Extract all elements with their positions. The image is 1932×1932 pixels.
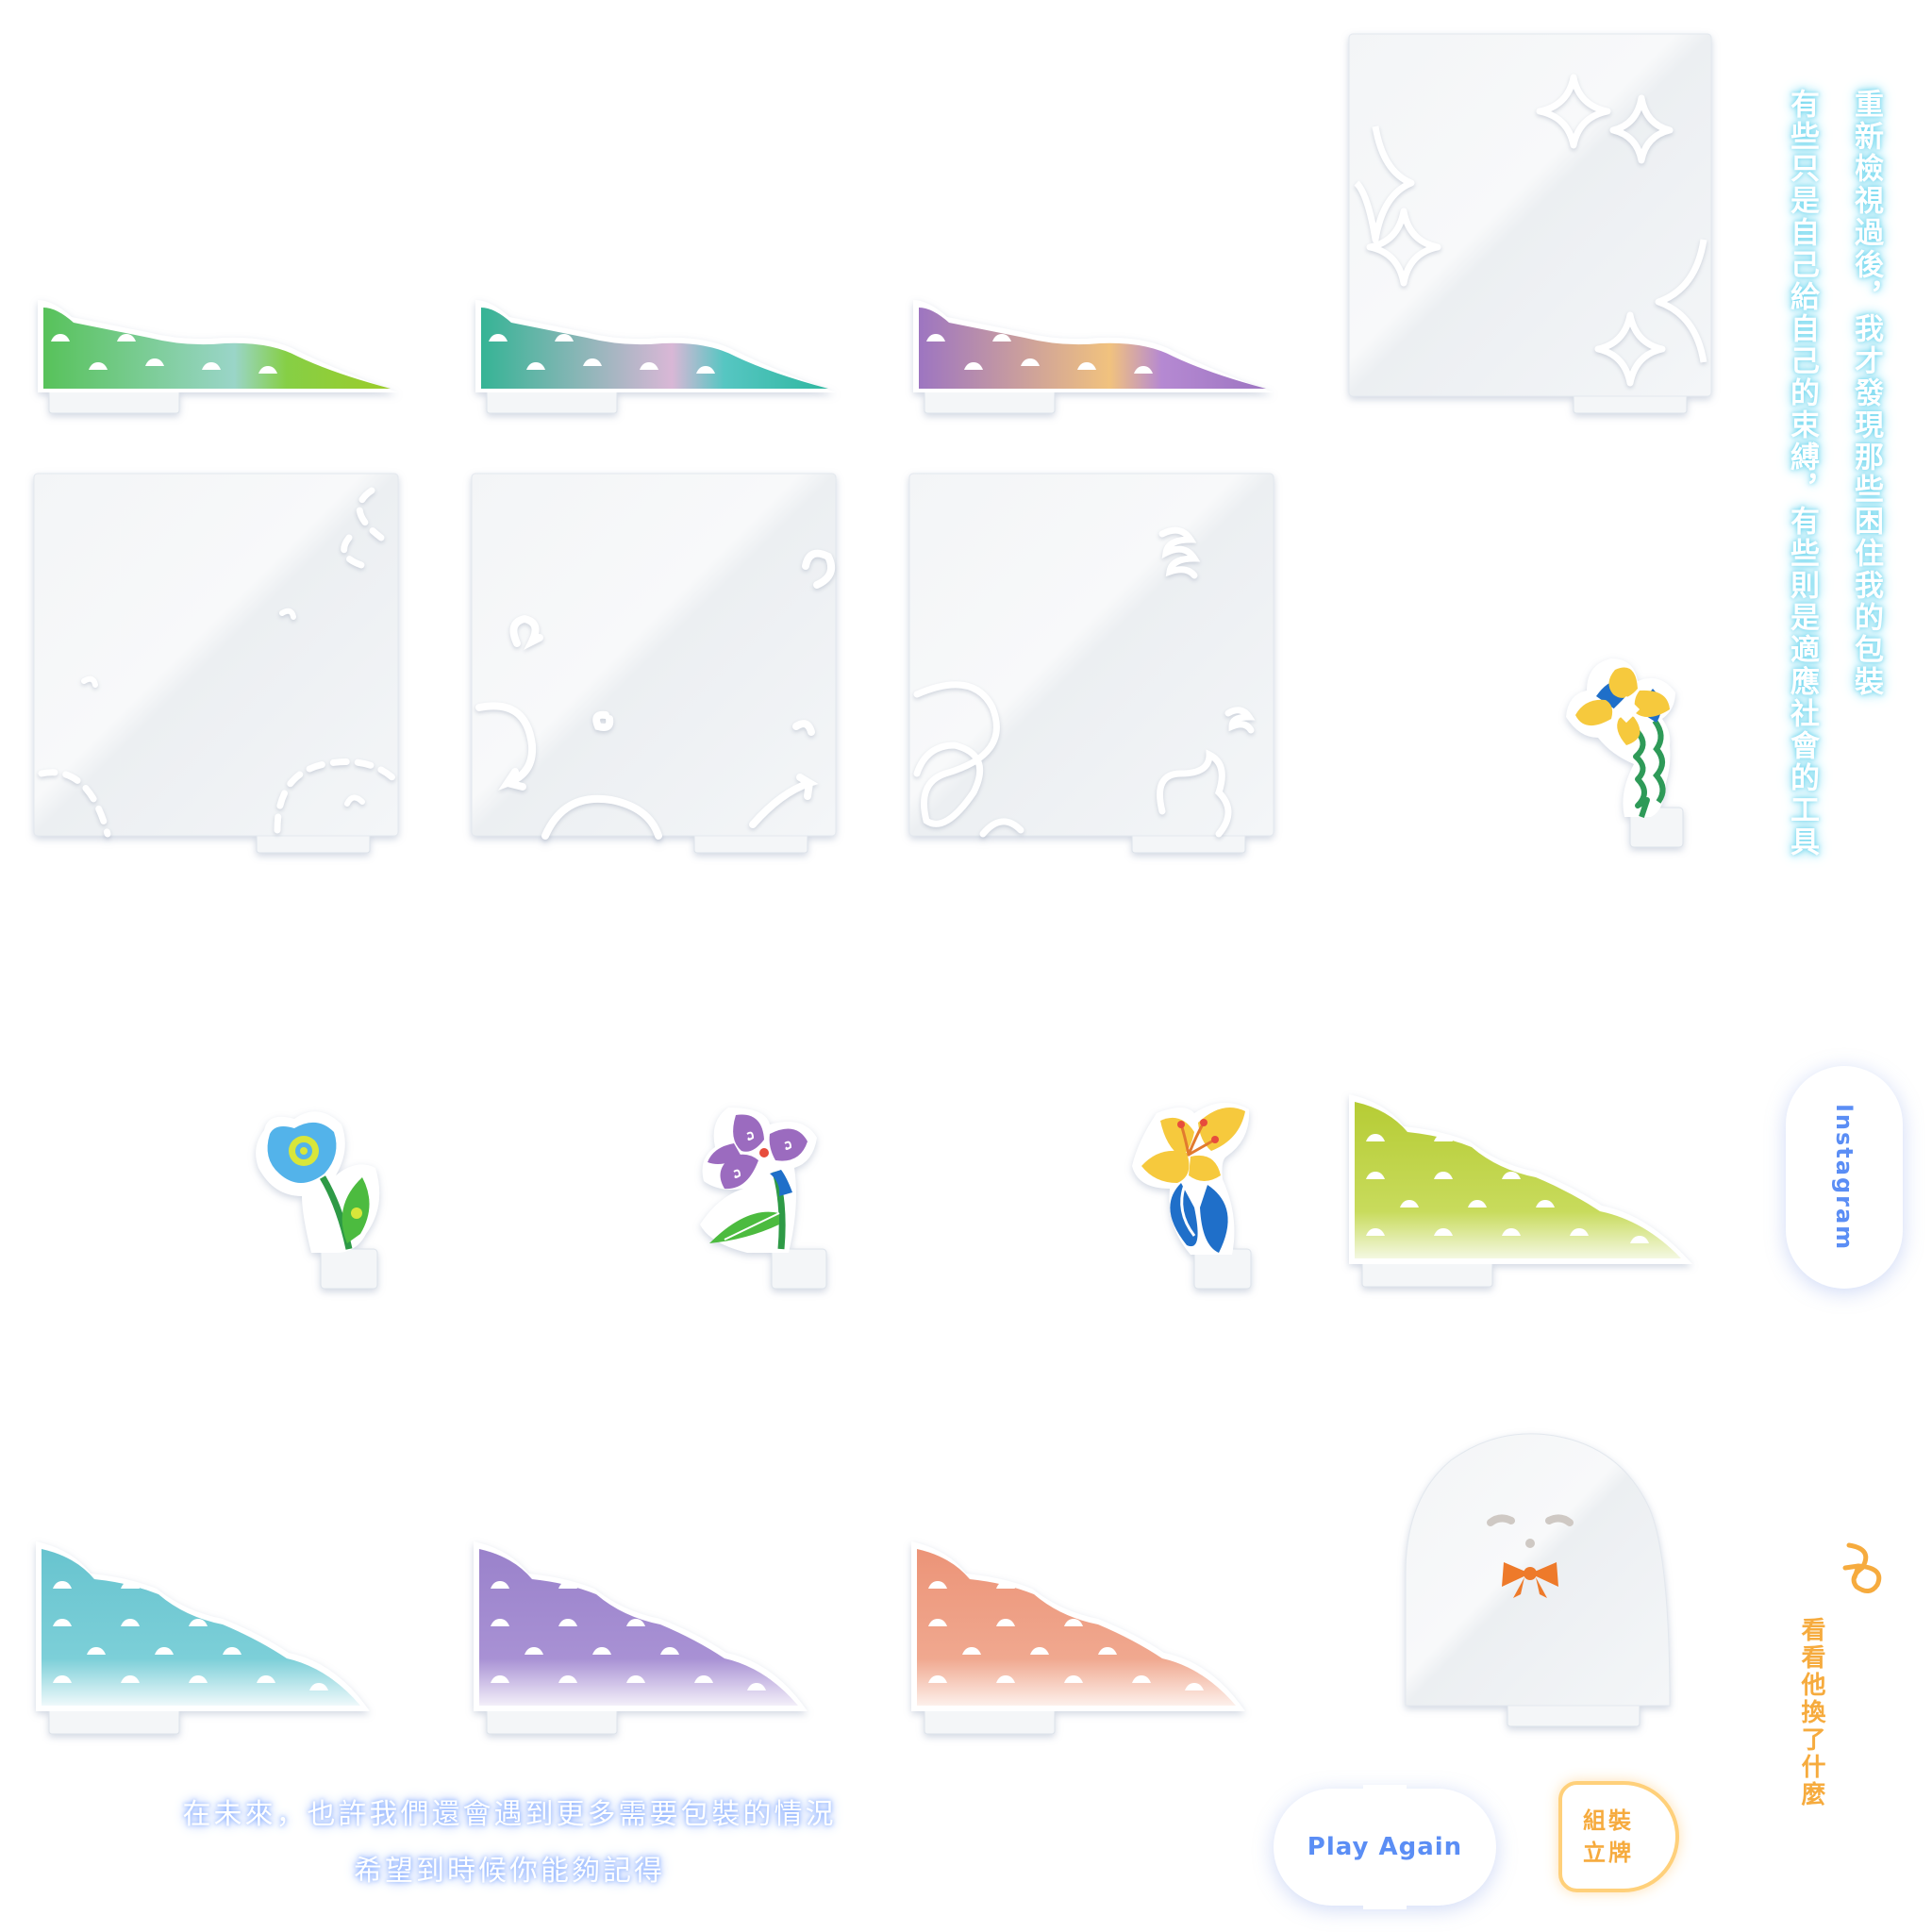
hill-strip-teal[interactable] (472, 294, 840, 417)
ghost-character[interactable] (1404, 1432, 1672, 1734)
assemble-standee-button[interactable]: 組裝 立牌 (1558, 1781, 1679, 1892)
big-hill-lime[interactable] (1347, 1092, 1696, 1292)
clear-panel-scribble[interactable] (908, 472, 1277, 858)
big-hill-violet[interactable] (472, 1540, 811, 1740)
hill-strip-green[interactable] (34, 294, 402, 417)
instagram-button[interactable]: Instagram (1786, 1066, 1903, 1289)
big-hill-salmon[interactable] (909, 1540, 1249, 1740)
sparkle-panel[interactable] (1347, 32, 1715, 419)
curly-arrow-icon (1836, 1540, 1892, 1615)
purple-flower[interactable] (691, 1102, 841, 1300)
hint-text: 看看他換了什麼 (1797, 1617, 1825, 1808)
big-hill-cyan[interactable] (34, 1540, 374, 1740)
clear-panel-arrows[interactable] (470, 472, 840, 858)
play-again-button[interactable]: Play Again (1274, 1785, 1496, 1909)
assemble-label-line1: 組裝 (1583, 1807, 1634, 1834)
bottom-text-line1: 在未來，也許我們還會遇到更多需要包裝的情況 (182, 1798, 837, 1831)
hill-strip-purple[interactable] (909, 294, 1277, 417)
bottom-text-line2: 希望到時候你能夠記得 (354, 1855, 665, 1888)
blue-tulip[interactable] (245, 1102, 396, 1300)
yellow-lily[interactable] (1128, 1094, 1279, 1302)
play-again-label: Play Again (1307, 1833, 1463, 1861)
clear-panel-dots[interactable] (32, 472, 402, 858)
vertical-text-line2: 有些只是自己給自己的束縛，有些則是適應社會的工具 (1785, 89, 1819, 858)
instagram-label: Instagram (1831, 1103, 1857, 1252)
vertical-text-line1: 重新檢視過後，我才發現那些困住我的包裝 (1849, 89, 1883, 698)
yellow-blue-flower[interactable] (1558, 651, 1700, 858)
assemble-label-line2: 立牌 (1583, 1840, 1634, 1866)
